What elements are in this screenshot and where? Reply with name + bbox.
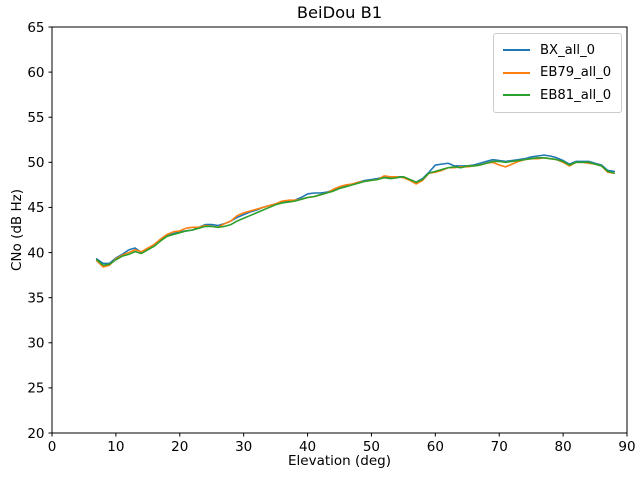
y-tick-label: 25: [27, 381, 44, 397]
x-tick-label: 30: [235, 439, 252, 455]
series-line-EB81_all_0: [95, 157, 616, 266]
y-tick-label: 65: [27, 20, 44, 36]
x-tick-label: 80: [555, 439, 572, 455]
x-tick-label: 40: [299, 439, 316, 455]
legend-label: EB79_all_0: [540, 65, 612, 81]
x-axis-label: Elevation (deg): [288, 453, 391, 469]
x-tick-label: 60: [427, 439, 444, 455]
y-tick-label: 45: [27, 200, 44, 216]
x-tick-label: 90: [618, 439, 635, 455]
y-tick-label: 35: [27, 290, 44, 306]
plot-border: [51, 26, 628, 434]
legend: BX_all_0 EB79_all_0 EB81_all_0: [493, 33, 622, 113]
legend-item: BX_all_0: [503, 39, 613, 62]
chart-title: BeiDou B1: [296, 3, 383, 22]
x-tick-label: 70: [491, 439, 508, 455]
legend-line-swatch: [503, 49, 530, 52]
legend-line-swatch: [503, 71, 530, 74]
legend-label: EB81_all_0: [540, 87, 612, 103]
legend-line-swatch: [503, 94, 530, 97]
y-tick-label: 20: [27, 426, 44, 442]
y-tick-label: 55: [27, 110, 44, 126]
y-axis-label: CNo (dB Hz): [9, 189, 25, 271]
legend-label: BX_all_0: [540, 42, 596, 58]
x-tick-label: 50: [363, 439, 380, 455]
legend-item: EB81_all_0: [503, 84, 613, 107]
y-tick-label: 50: [27, 155, 44, 171]
y-tick-label: 40: [27, 245, 44, 261]
series-line-BX_all_0: [95, 154, 616, 265]
y-tick-label: 60: [27, 65, 44, 81]
x-tick-label: 20: [171, 439, 188, 455]
legend-item: EB79_all_0: [503, 62, 613, 85]
x-tick-label: 10: [107, 439, 124, 455]
x-tick-label: 0: [48, 439, 57, 455]
y-tick-label: 30: [27, 336, 44, 352]
series-line-EB79_all_0: [95, 157, 616, 268]
